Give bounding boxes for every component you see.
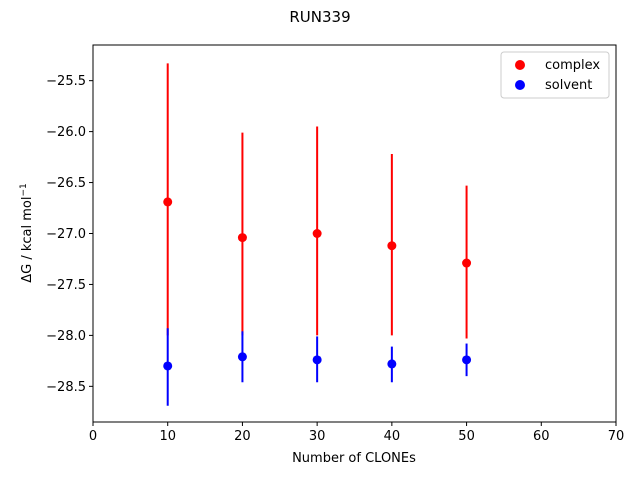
- point-complex: [312, 229, 322, 238]
- point-solvent: [163, 361, 173, 371]
- x-tick-label: 40: [384, 429, 401, 444]
- legend: complex solvent: [500, 51, 610, 99]
- x-tick-label: 50: [458, 429, 475, 444]
- point-solvent: [312, 355, 322, 365]
- y-axis-label-superscript: −1: [19, 183, 29, 196]
- y-tick-label: −28.5: [46, 380, 86, 395]
- x-tick-label: 60: [533, 429, 550, 444]
- legend-label-solvent: solvent: [545, 78, 592, 93]
- x-axis-label: Number of CLONEs: [292, 451, 416, 466]
- plot-area-frame: [92, 44, 617, 423]
- data-points: [163, 197, 472, 371]
- point-complex: [387, 241, 397, 251]
- y-tick-label: −27.5: [46, 278, 86, 293]
- x-tick-label: 10: [159, 429, 176, 444]
- point-complex: [462, 258, 472, 268]
- legend-label-complex: complex: [545, 58, 600, 73]
- x-tick-label: 0: [89, 429, 97, 444]
- y-tick-label: −26.5: [46, 176, 86, 191]
- x-axis-ticks: 0 10 20 30 40 50 60 70: [89, 422, 624, 444]
- point-complex: [237, 233, 247, 243]
- y-axis-label: ΔG / kcal mol−1: [19, 183, 35, 283]
- point-complex: [163, 197, 173, 207]
- point-solvent: [387, 359, 397, 369]
- point-solvent: [237, 352, 247, 362]
- legend-marker-complex: [515, 60, 525, 70]
- y-tick-label: −28.0: [46, 329, 86, 344]
- y-tick-label: −25.5: [46, 74, 86, 89]
- x-tick-label: 20: [234, 429, 251, 444]
- y-tick-label: −26.0: [46, 125, 86, 140]
- y-tick-label: −27.0: [46, 227, 86, 242]
- legend-frame: [500, 51, 610, 99]
- y-axis-ticks: −25.5 −26.0 −26.5 −27.0 −27.5 −28.0 −28.5: [46, 74, 93, 395]
- point-solvent: [462, 355, 472, 365]
- x-tick-label: 70: [608, 429, 625, 444]
- y-axis-label-text: ΔG / kcal mol: [20, 197, 35, 283]
- x-tick-label: 30: [309, 429, 326, 444]
- chart-title: RUN339: [289, 8, 350, 26]
- legend-marker-solvent: [515, 80, 525, 90]
